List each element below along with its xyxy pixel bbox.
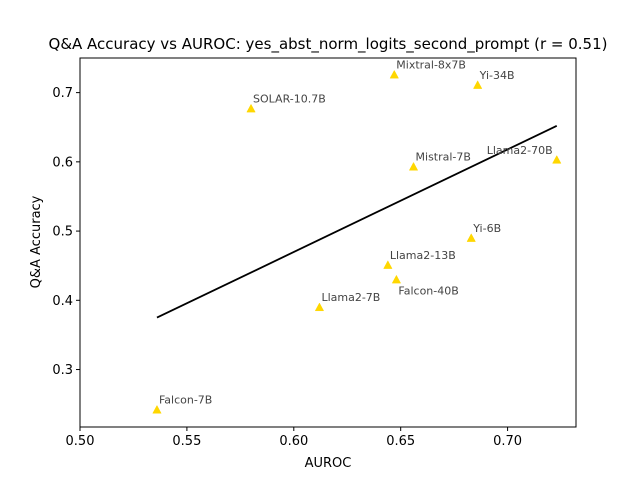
data-point-label: Mixtral-8x7B [396,59,466,72]
data-point [391,274,402,284]
x-tick-label: 0.65 [386,434,415,449]
x-axis: 0.50 0.55 0.60 0.65 0.70 [66,427,522,449]
x-tick-label: 0.50 [66,434,95,449]
y-axis-label: Q&A Accuracy [29,195,44,288]
x-tick-label: 0.70 [493,434,522,449]
chart-title: Q&A Accuracy vs AUROC: yes_abst_norm_log… [49,35,608,54]
data-point-label: Falcon-7B [159,394,212,407]
data-point [466,233,476,242]
data-point-label: Llama2-70B [487,144,553,157]
data-point-label: Yi-6B [472,222,501,235]
data-point-label: Llama2-13B [390,249,456,262]
data-point-label: Llama2-7B [321,291,380,304]
data-point [408,161,419,171]
y-tick-label: 0.5 [52,225,73,240]
y-axis: 0.3 0.4 0.5 0.6 0.7 [52,86,80,378]
data-point [314,302,325,312]
data-point-label: Mistral-7B [416,151,471,164]
y-tick-label: 0.7 [52,86,73,101]
data-point [552,155,562,164]
data-point-label: Yi-34B [479,69,515,82]
data-point [152,404,162,414]
plot-frame [79,57,577,428]
y-tick-label: 0.4 [52,294,73,309]
y-tick-label: 0.3 [52,363,73,378]
x-axis-label: AUROC [305,456,352,471]
data-point [246,103,256,113]
plot-area: Falcon-7B SOLAR-10.7B Llama2-7B Llama2-13B M… [152,59,562,414]
data-point [383,260,393,269]
x-tick-label: 0.60 [279,434,308,449]
trend-line [156,125,558,319]
data-point [389,69,399,79]
data-point-label: SOLAR-10.7B [253,93,326,106]
y-tick-label: 0.6 [52,155,73,170]
data-point [473,80,483,89]
x-tick-label: 0.55 [172,434,201,449]
data-point-label: Falcon-40B [398,285,458,298]
